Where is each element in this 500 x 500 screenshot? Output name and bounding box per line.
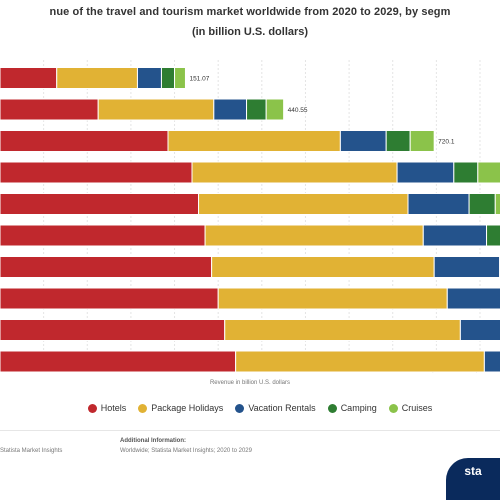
additional-info-title: Additional Information: bbox=[120, 438, 186, 444]
bar-segment-vacation-rentals[interactable] bbox=[396, 161, 455, 184]
bar-segment-package-holidays[interactable] bbox=[167, 130, 341, 152]
x-axis-title: Revenue in billion U.S. dollars bbox=[210, 380, 290, 386]
bar-total-label: 151.07 bbox=[189, 76, 209, 83]
legend-item-package-holidays[interactable]: Package Holidays bbox=[138, 403, 223, 413]
legend-label-cruises: Cruises bbox=[401, 403, 433, 413]
legend-swatch-package-holidays bbox=[138, 403, 148, 413]
bar-segment-hotels[interactable] bbox=[0, 67, 58, 89]
legend-swatch-vacation-rentals bbox=[235, 403, 245, 413]
bar-segment-cruises[interactable] bbox=[477, 161, 500, 184]
legend-label-vacation-rentals: Vacation Rentals bbox=[248, 403, 316, 413]
legend-item-hotels[interactable]: Hotels bbox=[87, 403, 127, 413]
legend-label-camping: Camping bbox=[340, 403, 377, 413]
bar-segment-hotels[interactable] bbox=[0, 350, 237, 373]
chart-subtitle: (in billion U.S. dollars) bbox=[191, 26, 309, 38]
statista-logo[interactable]: sta bbox=[446, 458, 500, 500]
chart-title: nue of the travel and tourism market wor… bbox=[49, 6, 451, 18]
bar-segment-hotels[interactable] bbox=[0, 287, 219, 310]
bar-total-label: 720.1 bbox=[438, 139, 455, 146]
bar-segment-camping[interactable] bbox=[468, 193, 496, 215]
bar-segment-cruises[interactable] bbox=[265, 98, 285, 121]
bar-segment-package-holidays[interactable] bbox=[191, 161, 398, 184]
bar-segment-camping[interactable] bbox=[385, 130, 411, 152]
bar-segment-package-holidays[interactable] bbox=[235, 350, 485, 373]
legend-item-cruises[interactable]: Cruises bbox=[388, 403, 433, 413]
bar-segment-vacation-rentals[interactable] bbox=[483, 350, 500, 373]
bar-segment-package-holidays[interactable] bbox=[211, 256, 435, 278]
bar-segment-package-holidays[interactable] bbox=[204, 224, 424, 247]
bar-segment-cruises[interactable] bbox=[409, 130, 435, 152]
bar-segment-vacation-rentals[interactable] bbox=[433, 256, 500, 278]
bar-segment-camping[interactable] bbox=[246, 98, 267, 121]
legend-item-vacation-rentals[interactable]: Vacation Rentals bbox=[235, 403, 316, 413]
bar-segment-vacation-rentals[interactable] bbox=[446, 287, 500, 310]
bar-segment-hotels[interactable] bbox=[0, 256, 213, 278]
bar-segment-package-holidays[interactable] bbox=[224, 319, 461, 341]
source-credit[interactable]: Statista Market Insights bbox=[0, 448, 63, 454]
legend-swatch-cruises bbox=[388, 403, 398, 413]
bar-segment-vacation-rentals[interactable] bbox=[459, 319, 500, 341]
bar-segment-package-holidays[interactable] bbox=[198, 193, 409, 215]
bar-segment-vacation-rentals[interactable] bbox=[136, 67, 162, 89]
bar-segment-vacation-rentals[interactable] bbox=[339, 130, 387, 152]
legend-swatch-hotels bbox=[87, 403, 97, 413]
bar-segment-hotels[interactable] bbox=[0, 98, 99, 121]
bar-segment-hotels[interactable] bbox=[0, 224, 206, 247]
legend-label-package-holidays: Package Holidays bbox=[151, 403, 224, 413]
stacked-bar-chart: 1002003004005006007008009001,0001,100Rev… bbox=[0, 60, 500, 386]
bar-segment-vacation-rentals[interactable] bbox=[213, 98, 248, 121]
bar-segment-package-holidays[interactable] bbox=[217, 287, 448, 310]
bar-segment-package-holidays[interactable] bbox=[56, 67, 138, 89]
bar-segment-camping[interactable] bbox=[160, 67, 176, 89]
bar-segment-vacation-rentals[interactable] bbox=[407, 193, 470, 215]
bar-segment-hotels[interactable] bbox=[0, 130, 169, 152]
footer-divider bbox=[0, 430, 500, 431]
bar-segment-hotels[interactable] bbox=[0, 193, 200, 215]
bar-segment-cruises[interactable] bbox=[174, 67, 186, 89]
bar-segment-camping[interactable] bbox=[453, 161, 479, 184]
chart-legend: Hotels Package Holidays Vacation Rentals… bbox=[40, 398, 480, 418]
bar-segment-cruises[interactable] bbox=[494, 193, 500, 215]
bar-segment-hotels[interactable] bbox=[0, 319, 226, 341]
bar-segment-vacation-rentals[interactable] bbox=[422, 224, 488, 247]
bar-segment-camping[interactable] bbox=[486, 224, 500, 247]
bar-segment-package-holidays[interactable] bbox=[97, 98, 215, 121]
legend-swatch-camping bbox=[327, 403, 337, 413]
legend-label-hotels: Hotels bbox=[100, 403, 127, 413]
legend-item-camping[interactable]: Camping bbox=[327, 403, 377, 413]
bar-segment-hotels[interactable] bbox=[0, 161, 193, 184]
bar-total-label: 440.55 bbox=[288, 107, 308, 114]
additional-info-text: Worldwide; Statista Market Insights; 202… bbox=[120, 448, 252, 454]
